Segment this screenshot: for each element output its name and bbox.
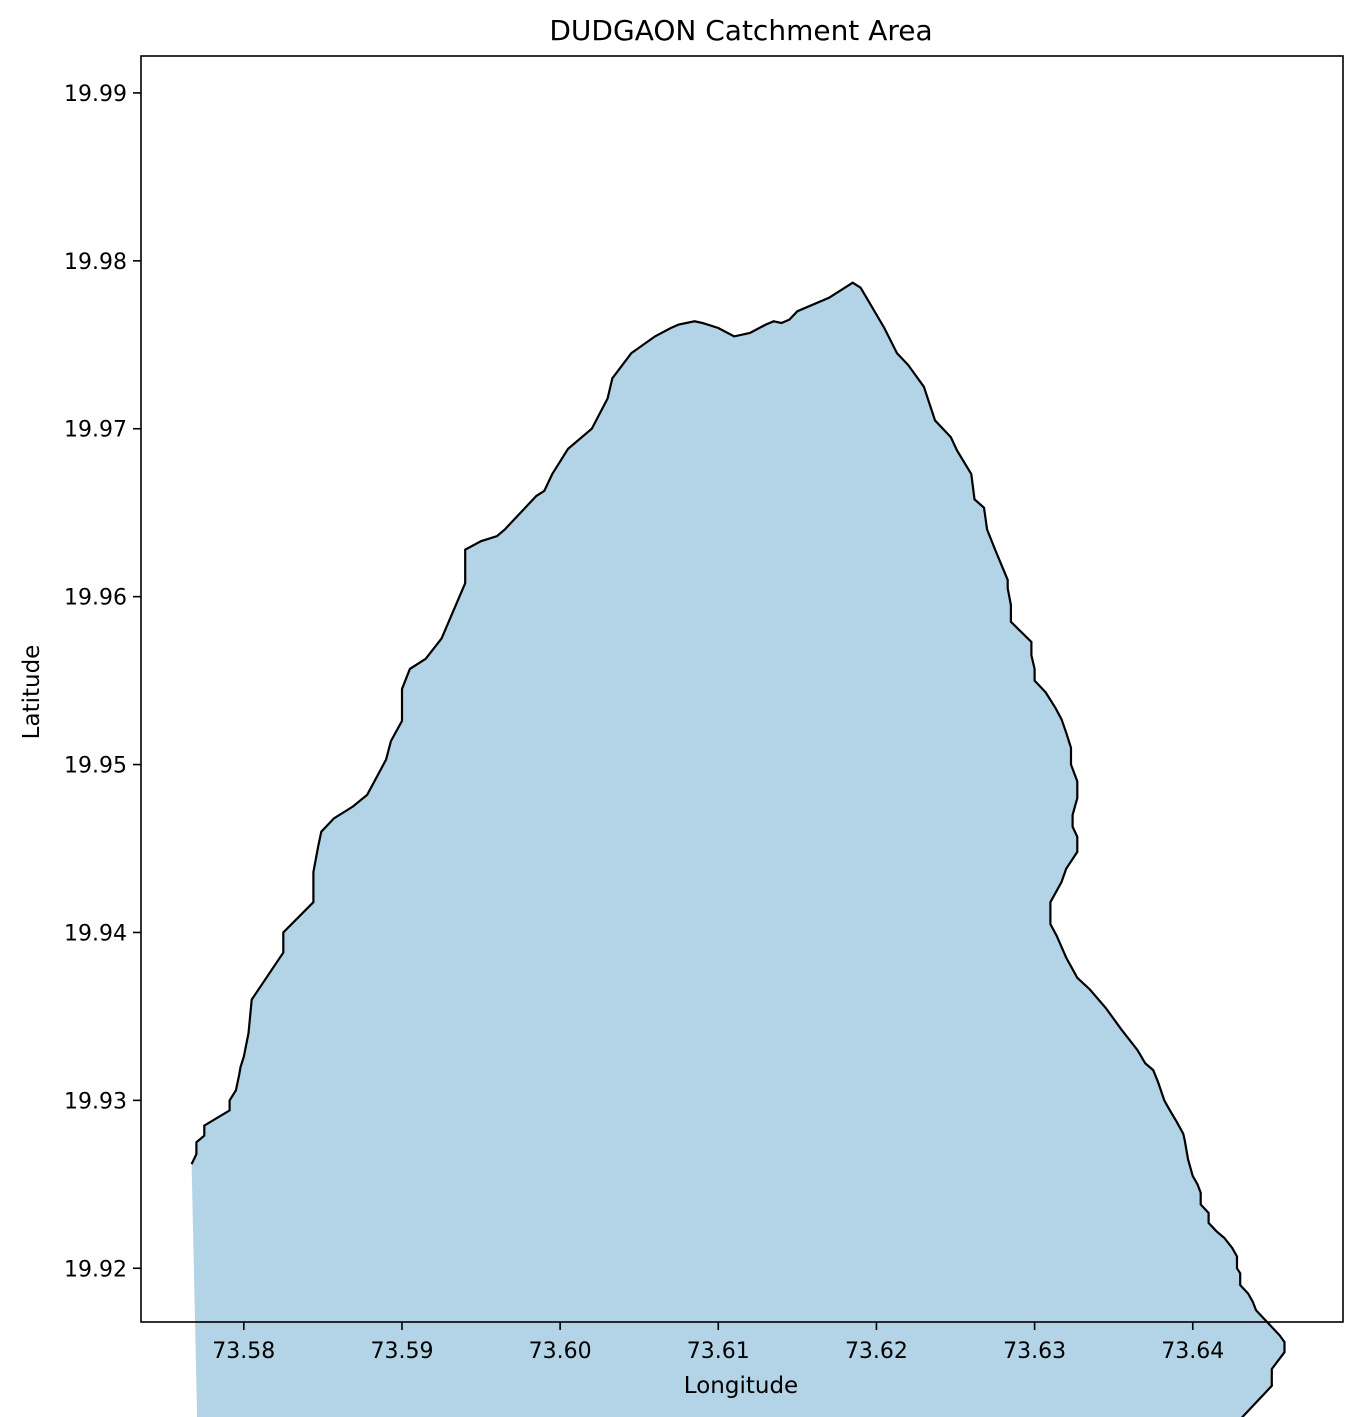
y-tick-label: 19.96 bbox=[64, 586, 127, 611]
x-tick-label: 73.58 bbox=[212, 1339, 275, 1364]
y-tick-label: 19.99 bbox=[64, 82, 127, 107]
y-axis-label: Latitude bbox=[19, 645, 45, 740]
catchment-polygon bbox=[190, 281, 1286, 1417]
x-tick-label: 73.60 bbox=[529, 1339, 592, 1364]
x-tick-label: 73.61 bbox=[687, 1339, 750, 1364]
x-axis-ticks: 73.58 73.59 73.60 73.61 73.62 73.63 73.64 bbox=[212, 1322, 1224, 1364]
plot-frame bbox=[140, 55, 1344, 1323]
x-tick-label: 73.63 bbox=[1003, 1339, 1066, 1364]
y-tick-label: 19.95 bbox=[64, 754, 127, 779]
y-tick-label: 19.92 bbox=[64, 1257, 127, 1282]
y-tick-label: 19.97 bbox=[64, 418, 127, 443]
x-tick-label: 73.62 bbox=[845, 1339, 908, 1364]
y-axis-ticks: 19.92 19.93 19.94 19.95 19.96 19.97 19.98 19.99 bbox=[64, 82, 141, 1282]
chart-title: DUDGAON Catchment Area bbox=[549, 14, 932, 47]
y-tick-label: 19.94 bbox=[64, 921, 127, 946]
y-tick-label: 19.98 bbox=[64, 250, 127, 275]
x-tick-label: 73.64 bbox=[1161, 1339, 1224, 1364]
x-tick-label: 73.59 bbox=[370, 1339, 433, 1364]
x-axis-label: Longitude bbox=[684, 1373, 798, 1399]
y-tick-label: 19.93 bbox=[64, 1089, 127, 1114]
